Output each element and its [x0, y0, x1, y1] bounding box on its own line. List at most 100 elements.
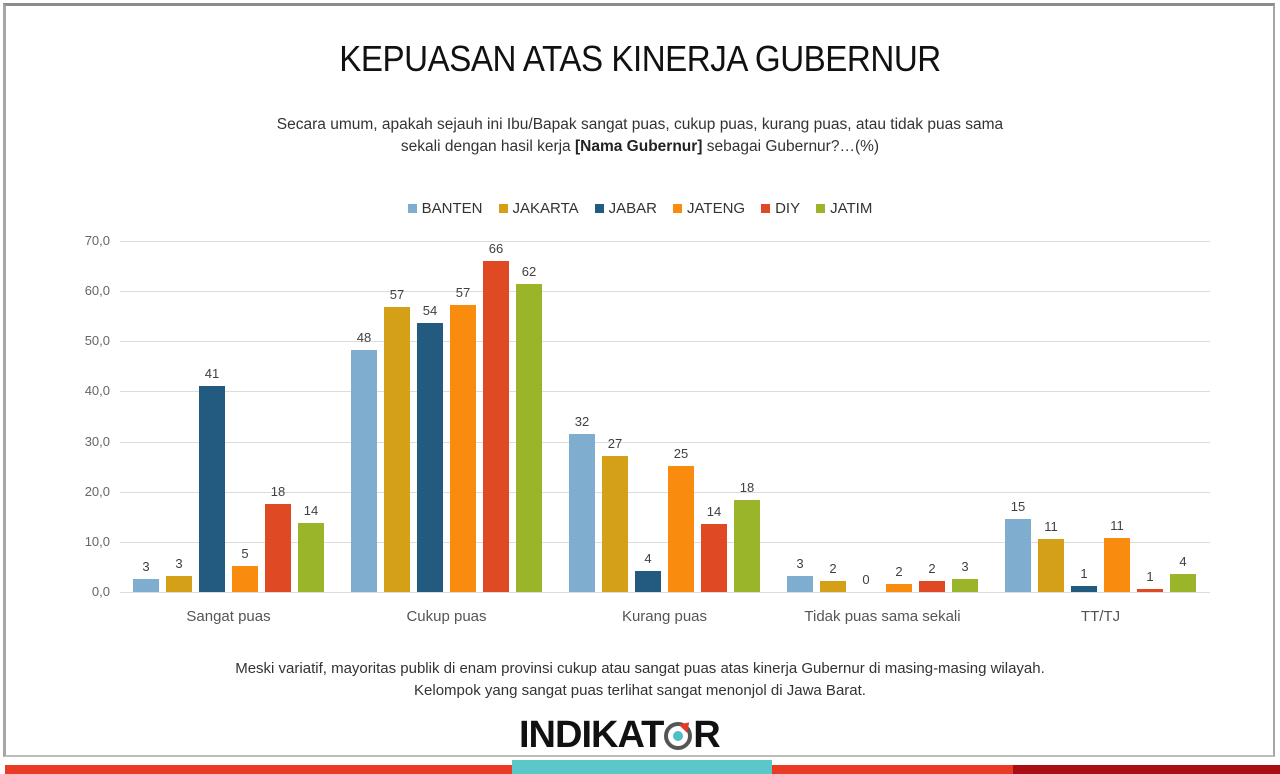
category-label: Tidak puas sama sekali [804, 608, 961, 625]
legend-label: JATENG [687, 200, 746, 217]
bar-value-label: 11 [1110, 518, 1124, 534]
bar-value-label: 4 [644, 551, 652, 567]
bar-value-label: 14 [303, 502, 319, 518]
question-bold: [Nama Gubernur] [574, 138, 703, 155]
question-text: sekali dengan hasil kerja [400, 138, 575, 155]
bar-banten [787, 575, 813, 592]
legend-swatch-icon [594, 204, 604, 213]
legend-swatch-icon [761, 204, 771, 213]
logo-text-post: R [693, 714, 720, 756]
legend-item-jateng: JATENG [673, 200, 745, 217]
bar-value-label: 54 [422, 303, 438, 319]
bar-value-label: 1 [1146, 569, 1154, 585]
legend-swatch-icon [407, 204, 417, 213]
legend-label: BANTEN [421, 200, 483, 217]
gridline [120, 442, 1210, 443]
bar-value-label: 18 [270, 483, 286, 499]
bar-jateng [232, 565, 258, 592]
bar-value-label: 15 [1010, 498, 1026, 514]
category-label: Sangat puas [186, 608, 271, 625]
indikator-logo: INDIKAT R [519, 714, 721, 757]
bar-jatim [516, 283, 542, 592]
bar-value-label: 57 [389, 287, 405, 303]
y-tick-label: 20,0 [84, 484, 110, 499]
legend-swatch-icon [673, 204, 683, 213]
legend-label: JABAR [608, 200, 658, 217]
bar-jakarta [384, 307, 410, 592]
bar-value-label: 1 [1080, 565, 1088, 581]
bar-banten [1005, 518, 1031, 592]
bar-diy [483, 260, 509, 592]
bar-value-label: 3 [142, 559, 150, 575]
legend-label: DIY [775, 200, 801, 217]
bar-value-label: 2 [928, 561, 936, 577]
bar-value-label: 3 [961, 558, 969, 574]
bar-diy [701, 524, 727, 592]
bar-value-label: 5 [241, 545, 249, 561]
bar-jakarta [166, 575, 192, 592]
bar-jateng [668, 466, 694, 592]
gridline [120, 391, 1210, 392]
chart-footnote: Meski variatif, mayoritas publik di enam… [90, 658, 1190, 702]
question-text-end: sebagai Gubernur?…(%) [702, 138, 880, 155]
legend-item-banten: BANTEN [407, 200, 483, 217]
y-tick-label: 60,0 [84, 283, 110, 298]
category-label: Kurang puas [621, 608, 708, 625]
legend-swatch-icon [498, 204, 508, 213]
footnote-line-2: Kelompok yang sangat puas terlihat sanga… [414, 682, 866, 699]
bar-banten [569, 434, 595, 592]
bar-value-label: 11 [1044, 518, 1058, 534]
question-line-2: sekali dengan hasil kerja [Nama Gubernur… [140, 136, 1140, 158]
gridline [120, 291, 1210, 292]
bar-value-label: 3 [796, 555, 804, 571]
y-tick-label: 70,0 [84, 233, 110, 248]
bar-jakarta [602, 456, 628, 592]
bar-banten [133, 579, 159, 592]
bar-jateng [886, 583, 912, 592]
y-tick-label: 0,0 [91, 584, 110, 599]
gridline [120, 592, 1210, 593]
legend-label: JATIM [830, 200, 873, 217]
footer-band-teal [512, 760, 772, 774]
y-tick-label: 50,0 [84, 333, 110, 348]
footer-band-red [5, 765, 1013, 774]
bar-value-label: 25 [673, 446, 689, 462]
gridline [120, 341, 1210, 342]
slide-frame [3, 3, 1275, 757]
question-line-1: Secara umum, apakah sejauh ini Ibu/Bapak… [276, 116, 1004, 133]
bar-value-label: 14 [706, 504, 722, 520]
bar-jabar [1071, 585, 1097, 592]
bar-value-label: 27 [607, 436, 623, 452]
bar-diy [919, 581, 945, 592]
survey-question: Secara umum, apakah sejauh ini Ibu/Bapak… [140, 114, 1140, 158]
footnote-line-1: Meski variatif, mayoritas publik di enam… [235, 660, 1045, 677]
bar-jatim [952, 578, 978, 592]
bar-value-label: 32 [574, 414, 590, 430]
bar-value-label: 2 [895, 563, 903, 579]
legend-label: JAKARTA [512, 200, 579, 217]
bar-value-label: 62 [521, 263, 537, 279]
legend-swatch-icon [816, 204, 826, 213]
bar-diy [265, 503, 291, 592]
bar-value-label: 41 [204, 365, 220, 381]
y-tick-label: 10,0 [84, 534, 110, 549]
gridline [120, 241, 1210, 242]
gridline [120, 542, 1210, 543]
bar-jakarta [1038, 538, 1064, 592]
logo-text-pre: INDIKAT [519, 714, 664, 756]
logo-target-icon [664, 721, 693, 750]
bar-jakarta [820, 580, 846, 592]
y-tick-label: 40,0 [84, 383, 110, 398]
chart-title: KEPUASAN ATAS KINERJA GUBERNUR [339, 38, 941, 79]
bar-jabar [199, 385, 225, 592]
bar-diy [1137, 589, 1163, 592]
legend-item-jakarta: JAKARTA [498, 200, 579, 217]
legend-item-jatim: JATIM [816, 200, 872, 217]
bar-jateng [450, 305, 476, 592]
legend-item-diy: DIY [761, 200, 800, 217]
bar-value-label: 18 [739, 479, 755, 495]
gridline [120, 492, 1210, 493]
bar-jabar [635, 571, 661, 592]
category-label: TT/TJ [1080, 608, 1121, 625]
